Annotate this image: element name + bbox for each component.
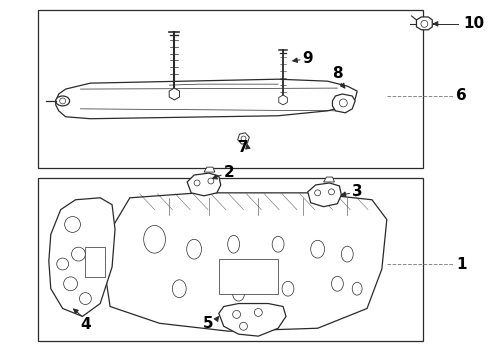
Polygon shape xyxy=(56,79,356,119)
Circle shape xyxy=(254,309,262,316)
Circle shape xyxy=(328,189,334,195)
Polygon shape xyxy=(105,193,386,331)
Ellipse shape xyxy=(331,276,343,291)
Polygon shape xyxy=(218,303,285,336)
Ellipse shape xyxy=(56,96,69,106)
Circle shape xyxy=(207,178,213,184)
Text: 1: 1 xyxy=(455,257,466,271)
Circle shape xyxy=(339,99,346,107)
Text: 3: 3 xyxy=(351,184,362,199)
Ellipse shape xyxy=(310,240,324,258)
Circle shape xyxy=(314,190,320,196)
Ellipse shape xyxy=(272,236,284,252)
Text: 5: 5 xyxy=(203,316,213,331)
Circle shape xyxy=(57,258,68,270)
Circle shape xyxy=(63,277,77,291)
Bar xyxy=(38,10,423,168)
Ellipse shape xyxy=(341,246,352,262)
Ellipse shape xyxy=(143,225,165,253)
Polygon shape xyxy=(332,94,354,113)
Text: 8: 8 xyxy=(331,66,342,81)
Bar xyxy=(38,178,423,341)
Circle shape xyxy=(194,180,200,186)
Polygon shape xyxy=(203,167,214,172)
Text: 10: 10 xyxy=(462,16,483,31)
Ellipse shape xyxy=(351,282,361,295)
Circle shape xyxy=(239,322,247,330)
Circle shape xyxy=(241,136,245,141)
Polygon shape xyxy=(416,17,431,30)
Circle shape xyxy=(420,21,427,27)
Text: 4: 4 xyxy=(80,317,90,332)
Bar xyxy=(218,259,278,294)
Circle shape xyxy=(79,293,91,305)
Text: 9: 9 xyxy=(302,51,312,66)
Ellipse shape xyxy=(232,286,244,301)
Polygon shape xyxy=(323,177,334,182)
Circle shape xyxy=(64,217,81,232)
Polygon shape xyxy=(187,173,220,196)
Bar xyxy=(85,247,105,277)
Ellipse shape xyxy=(186,239,201,259)
Polygon shape xyxy=(307,183,341,207)
Circle shape xyxy=(232,310,240,318)
Ellipse shape xyxy=(172,280,186,298)
Text: 6: 6 xyxy=(455,89,466,103)
Ellipse shape xyxy=(282,281,293,296)
Circle shape xyxy=(60,98,65,104)
Text: 7: 7 xyxy=(237,140,248,155)
Circle shape xyxy=(71,247,85,261)
Polygon shape xyxy=(49,198,115,316)
Text: 2: 2 xyxy=(223,165,234,180)
Ellipse shape xyxy=(227,235,239,253)
